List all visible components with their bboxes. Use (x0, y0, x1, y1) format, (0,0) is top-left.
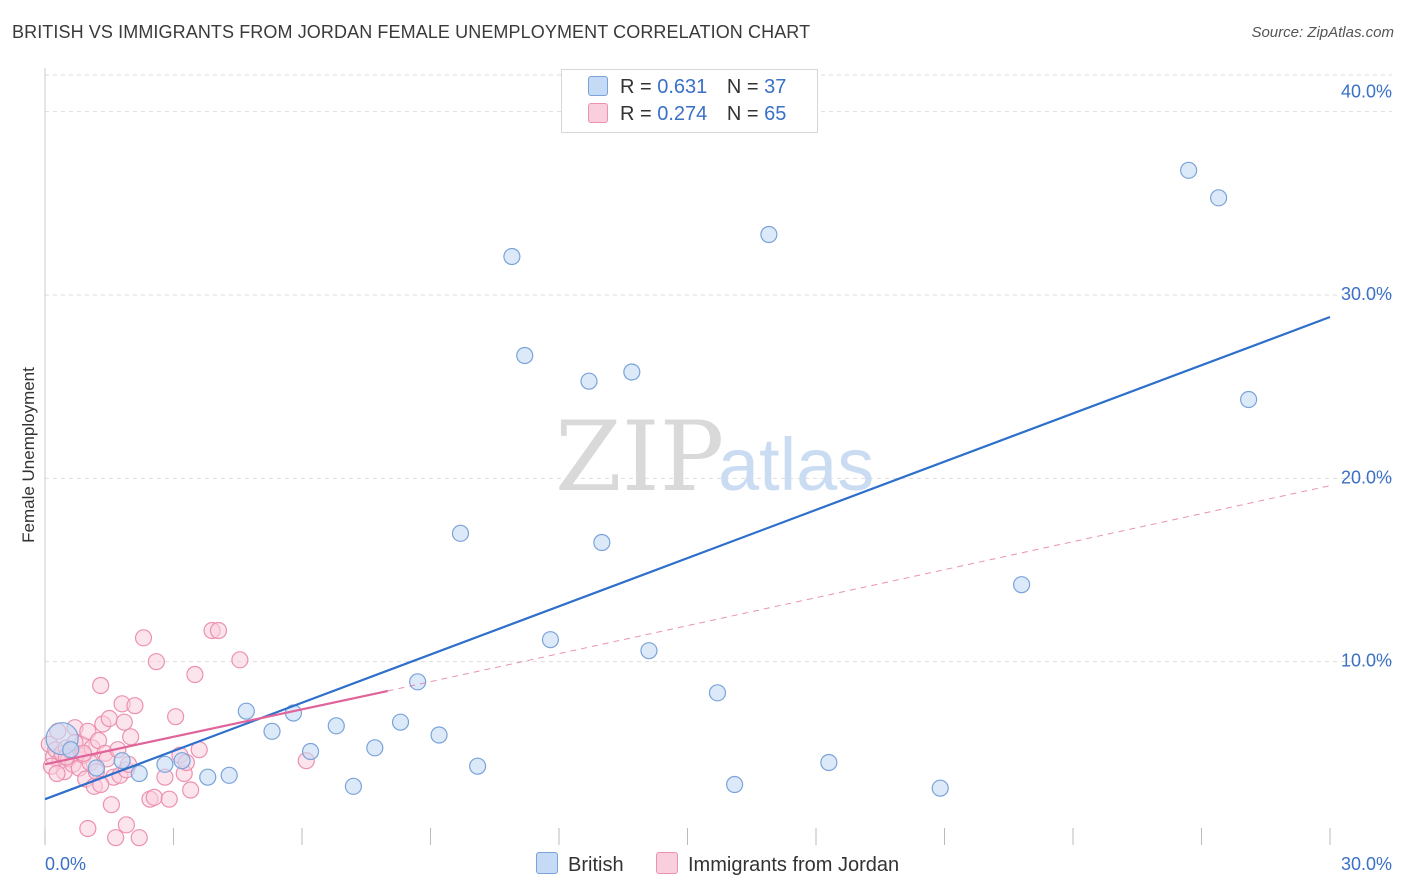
jordan-point (79, 819, 97, 838)
jordan-point (130, 829, 148, 847)
british-point (409, 673, 427, 691)
watermark: ZIP atlas (555, 401, 874, 513)
british-point (87, 759, 106, 777)
jordan-point (167, 708, 185, 726)
british-n-label: N = (726, 76, 759, 98)
british-point (820, 753, 838, 772)
british-point (623, 363, 641, 381)
british-point (263, 722, 281, 740)
british-point (237, 702, 255, 720)
british-point (156, 755, 174, 773)
jordan-point (231, 651, 249, 669)
british-point (726, 775, 744, 794)
jordan-r-value: 0.274 (657, 103, 708, 125)
jordan-point (115, 713, 133, 731)
jordan-n-label: N = (726, 103, 759, 125)
bottom-british-swatch (536, 852, 558, 874)
y-tick-label: 30.0% (1341, 284, 1392, 304)
british-point (220, 766, 238, 784)
jordan-point (147, 653, 165, 671)
british-swatch (588, 76, 608, 96)
legend-row-british: R = 0.631 N = 37 (588, 76, 786, 98)
x-tick-label-min: 0.0% (45, 854, 86, 874)
source-credit: Source: ZipAtlas.com (1251, 24, 1394, 41)
jordan-point (92, 676, 110, 695)
british-point (760, 225, 778, 244)
british-point (1210, 189, 1228, 207)
y-tick-label: 10.0% (1341, 651, 1392, 671)
jordan-point (209, 621, 228, 640)
british-n-value: 37 (764, 76, 787, 98)
british-point (1240, 390, 1258, 409)
jordan-point (134, 629, 153, 647)
british-point (327, 717, 345, 735)
x-tick-label-max: 30.0% (1341, 854, 1392, 874)
british-point (593, 533, 611, 552)
bottom-legend-british: British (536, 852, 624, 877)
jordan-point (107, 829, 125, 847)
jordan-r-label: R = (620, 103, 652, 125)
jordan-point (186, 665, 204, 684)
british-point (62, 741, 80, 759)
jordan-point (48, 764, 66, 783)
jordan-point (126, 697, 144, 715)
british-point (580, 372, 598, 390)
jordan-swatch (588, 103, 608, 123)
british-point (931, 779, 949, 797)
british-point (541, 631, 560, 649)
chart-title: BRITISH VS IMMIGRANTS FROM JORDAN FEMALE… (12, 22, 811, 42)
bottom-british-label: British (568, 854, 624, 876)
jordan-point (100, 709, 118, 728)
bottom-jordan-swatch (656, 852, 678, 874)
jordan-trend-extension (387, 485, 1331, 692)
y-axis-title: Female Unemployment (19, 367, 38, 543)
axes (44, 68, 1331, 845)
british-points (45, 161, 1258, 797)
british-point (469, 757, 487, 775)
british-point (1180, 161, 1198, 179)
jordan-n-value: 65 (764, 103, 787, 125)
jordan-trend-line (44, 689, 388, 766)
bottom-jordan-label: Immigrants from Jordan (688, 854, 900, 876)
british-point (640, 642, 658, 660)
british-point (173, 752, 191, 770)
jordan-point (122, 728, 140, 746)
trend-lines (44, 315, 1331, 801)
british-point (516, 346, 534, 365)
british-point (301, 742, 320, 761)
jordan-point (160, 790, 178, 808)
tick-labels: 10.0% 20.0% 30.0% 40.0% 0.0% 30.0% (45, 82, 1392, 874)
british-point (113, 752, 131, 770)
y-tick-label: 40.0% (1341, 82, 1392, 102)
correlation-legend: R = 0.631 N = 37 R = 0.274 N = 65 (561, 69, 818, 133)
watermark-zip: ZIP (555, 401, 724, 513)
jordan-point (117, 816, 135, 834)
legend-row-jordan: R = 0.274 N = 65 (588, 103, 786, 125)
watermark-atlas: atlas (718, 423, 874, 506)
british-r-label: R = (620, 76, 652, 98)
british-r-value: 0.631 (657, 76, 708, 98)
british-point (366, 739, 384, 757)
british-point (199, 768, 217, 786)
british-trend-line (44, 315, 1331, 801)
jordan-point (145, 788, 163, 806)
british-point (1012, 576, 1031, 594)
british-point (344, 777, 362, 795)
british-point (451, 524, 470, 542)
british-point (391, 713, 410, 731)
british-point (430, 726, 448, 744)
british-point (503, 247, 521, 266)
jordan-point (102, 796, 120, 814)
british-point (708, 684, 727, 702)
y-tick-label: 20.0% (1341, 467, 1392, 487)
jordan-point (182, 781, 200, 799)
british-point (130, 764, 148, 783)
bottom-legend-jordan: Immigrants from Jordan (656, 852, 899, 877)
